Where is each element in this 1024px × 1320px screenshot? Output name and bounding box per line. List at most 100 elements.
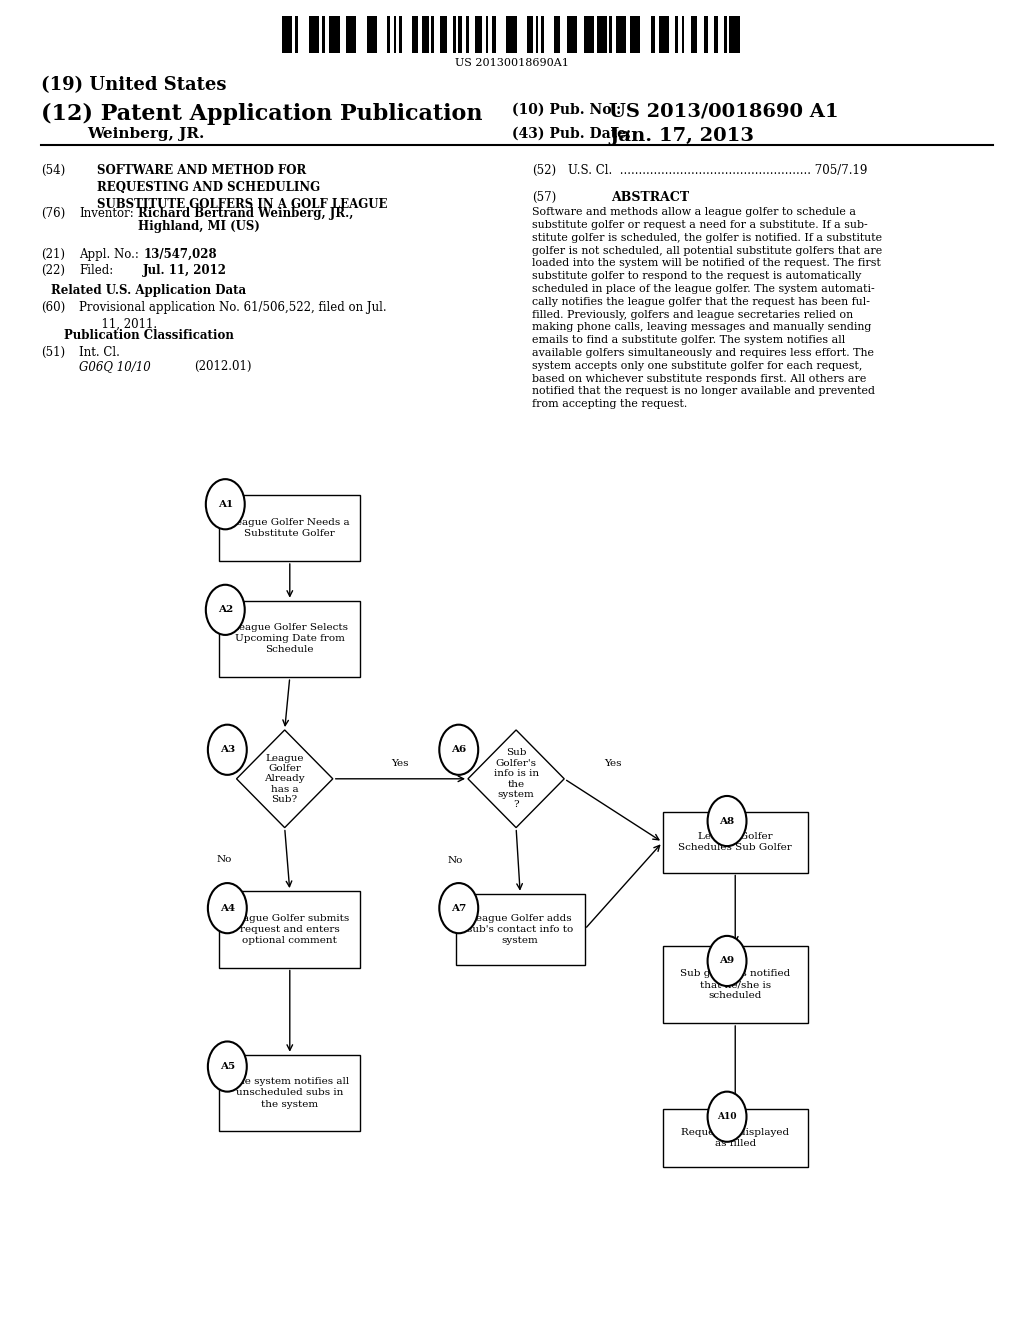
Text: Jul. 11, 2012: Jul. 11, 2012 <box>143 264 227 277</box>
Bar <box>584 16 594 53</box>
Text: A10: A10 <box>717 1113 737 1121</box>
Bar <box>308 16 319 53</box>
Bar <box>485 16 488 53</box>
Text: G06Q 10/10: G06Q 10/10 <box>79 360 151 374</box>
Bar <box>658 16 669 53</box>
Bar <box>330 16 340 53</box>
Text: A1: A1 <box>218 500 232 508</box>
Text: SOFTWARE AND METHOD FOR
REQUESTING AND SCHEDULING
SUBSTITUTE GOLFERS IN A GOLF L: SOFTWARE AND METHOD FOR REQUESTING AND S… <box>97 164 388 211</box>
Bar <box>295 16 298 53</box>
Bar <box>703 16 708 53</box>
Polygon shape <box>237 730 333 828</box>
Text: League Golfer Needs a
Substitute Golfer: League Golfer Needs a Substitute Golfer <box>229 517 350 539</box>
Text: No: No <box>447 857 463 865</box>
Text: A2: A2 <box>218 606 232 614</box>
Text: (52): (52) <box>532 164 557 177</box>
Bar <box>609 16 612 53</box>
Circle shape <box>206 585 245 635</box>
Circle shape <box>208 1041 247 1092</box>
Bar <box>536 16 539 53</box>
Text: Weinberg, JR.: Weinberg, JR. <box>87 127 205 141</box>
Text: League Golfer Selects
Upcoming Date from
Schedule: League Golfer Selects Upcoming Date from… <box>231 623 348 655</box>
Bar <box>506 16 516 53</box>
Bar <box>440 16 446 53</box>
FancyBboxPatch shape <box>219 1055 360 1131</box>
Text: US 20130018690A1: US 20130018690A1 <box>455 58 569 69</box>
Bar <box>682 16 684 53</box>
Bar <box>322 16 326 53</box>
FancyBboxPatch shape <box>663 946 808 1023</box>
FancyBboxPatch shape <box>219 601 360 677</box>
FancyBboxPatch shape <box>219 495 360 561</box>
Text: Yes: Yes <box>391 759 410 768</box>
Text: Sub golfer is notified
that he/she is
scheduled: Sub golfer is notified that he/she is sc… <box>680 969 791 1001</box>
Text: Jan. 17, 2013: Jan. 17, 2013 <box>609 127 755 145</box>
Circle shape <box>439 725 478 775</box>
Bar <box>399 16 401 53</box>
Bar <box>387 16 390 53</box>
Text: The system notifies all
unscheduled subs in
the system: The system notifies all unscheduled subs… <box>230 1077 349 1109</box>
Circle shape <box>439 883 478 933</box>
Bar <box>282 16 292 53</box>
Text: ABSTRACT: ABSTRACT <box>611 191 689 205</box>
Circle shape <box>708 796 746 846</box>
Text: A6: A6 <box>452 746 466 754</box>
Bar <box>714 16 718 53</box>
Text: Request is displayed
as filled: Request is displayed as filled <box>681 1127 790 1148</box>
Text: No: No <box>216 855 231 863</box>
Bar <box>459 16 462 53</box>
Text: U.S. Cl.  ................................................... 705/7.19: U.S. Cl. ...............................… <box>568 164 867 177</box>
FancyBboxPatch shape <box>663 1109 808 1167</box>
Text: (57): (57) <box>532 191 557 205</box>
Bar <box>724 16 727 53</box>
FancyBboxPatch shape <box>219 891 360 968</box>
Circle shape <box>708 1092 746 1142</box>
Bar <box>422 16 429 53</box>
Circle shape <box>206 479 245 529</box>
FancyBboxPatch shape <box>456 894 585 965</box>
Text: 13/547,028: 13/547,028 <box>143 248 217 261</box>
Text: (54): (54) <box>41 164 66 177</box>
Bar <box>367 16 377 53</box>
Text: (76): (76) <box>41 207 66 220</box>
Bar <box>541 16 544 53</box>
Text: League Golfer adds
sub's contact info to
system: League Golfer adds sub's contact info to… <box>467 913 573 945</box>
Bar <box>394 16 396 53</box>
Text: A5: A5 <box>220 1063 234 1071</box>
Text: (51): (51) <box>41 346 66 359</box>
Text: Appl. No.:: Appl. No.: <box>79 248 138 261</box>
Text: League
Golfer
Already
has a
Sub?: League Golfer Already has a Sub? <box>264 754 305 804</box>
Text: Int. Cl.: Int. Cl. <box>79 346 120 359</box>
Bar <box>492 16 496 53</box>
Bar <box>651 16 654 53</box>
Text: (22): (22) <box>41 264 65 277</box>
Text: Richard Bertrand Weinberg, JR.,: Richard Bertrand Weinberg, JR., <box>138 207 353 220</box>
Bar <box>431 16 434 53</box>
Circle shape <box>208 883 247 933</box>
Bar <box>615 16 627 53</box>
Bar <box>630 16 640 53</box>
Bar <box>554 16 560 53</box>
Text: Publication Classification: Publication Classification <box>63 329 233 342</box>
Text: (2012.01): (2012.01) <box>195 360 252 374</box>
Text: Provisional application No. 61/506,522, filed on Jul.
      11, 2011.: Provisional application No. 61/506,522, … <box>79 301 386 330</box>
Text: (12) Patent Application Publication: (12) Patent Application Publication <box>41 103 482 125</box>
Text: League Golfer
Schedules Sub Golfer: League Golfer Schedules Sub Golfer <box>678 832 793 853</box>
Text: Software and methods allow a league golfer to schedule a
substitute golfer or re: Software and methods allow a league golf… <box>532 207 883 409</box>
Polygon shape <box>468 730 564 828</box>
Bar <box>526 16 534 53</box>
Circle shape <box>708 936 746 986</box>
Text: Related U.S. Application Data: Related U.S. Application Data <box>51 284 246 297</box>
Text: (21): (21) <box>41 248 65 261</box>
Text: Sub
Golfer's
info is in
the
system
?: Sub Golfer's info is in the system ? <box>494 748 539 809</box>
Text: A8: A8 <box>720 817 734 825</box>
Text: (10) Pub. No.:: (10) Pub. No.: <box>512 103 622 117</box>
Bar <box>412 16 419 53</box>
Text: (19) United States: (19) United States <box>41 77 226 95</box>
Bar <box>729 16 739 53</box>
Text: League Golfer submits
request and enters
optional comment: League Golfer submits request and enters… <box>230 913 349 945</box>
Text: Filed:: Filed: <box>79 264 113 277</box>
Bar <box>567 16 578 53</box>
Bar <box>475 16 481 53</box>
Text: Inventor:: Inventor: <box>79 207 133 220</box>
